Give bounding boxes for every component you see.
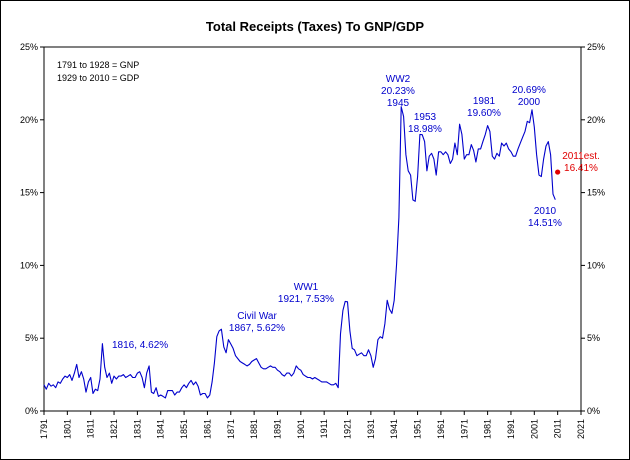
annotation-1953: 18.98% [408, 124, 442, 135]
annotation-1981: 19.60% [467, 108, 501, 119]
y-tick-label-right: 5% [587, 333, 600, 343]
annotation-civil-war: 1867, 5.62% [229, 323, 285, 334]
x-tick-label: 1971 [459, 419, 469, 439]
x-tick-label: 1931 [366, 419, 376, 439]
x-tick-label: 2011 [553, 419, 563, 438]
note-text: 1791 to 1928 = GNP [57, 60, 139, 70]
annotation-ww1: 1921, 7.53% [278, 294, 334, 305]
annotation-2000: 2000 [518, 97, 541, 108]
annotation-ww1: WW1 [294, 282, 319, 293]
plot-area [43, 46, 582, 412]
note-text: 1929 to 2010 = GDP [57, 73, 139, 83]
series-line [43, 106, 556, 399]
annotation-ww2: WW2 [386, 74, 411, 85]
x-tick-label: 1951 [413, 419, 423, 439]
x-tick-label: 1871 [226, 419, 236, 439]
annotation-civil-war: Civil War [237, 311, 277, 322]
annotation-ww2: 1945 [387, 98, 410, 109]
annotation-2010: 14.51% [528, 218, 562, 229]
x-tick-label: 1891 [272, 419, 282, 439]
annotation-1816: 1816, 4.62% [112, 340, 168, 351]
x-tick-label: 1841 [156, 419, 166, 439]
x-tick-label: 1991 [506, 419, 516, 439]
x-tick-label: 1881 [249, 419, 259, 439]
y-tick-label-right: 25% [587, 42, 605, 52]
x-tick-label: 1911 [319, 419, 329, 438]
x-tick-label: 1921 [343, 419, 353, 439]
x-tick-label: 1961 [436, 419, 446, 439]
y-tick-label-left: 20% [20, 115, 38, 125]
y-tick-label-left: 10% [20, 260, 38, 270]
y-tick-label-left: 0% [25, 406, 38, 416]
annotation-1953: 1953 [414, 112, 437, 123]
x-tick-label: 1831 [132, 419, 142, 439]
annotation-2011-est: 16.41% [564, 163, 598, 174]
annotation-2000: 20.69% [512, 85, 546, 96]
annotation-2010: 2010 [534, 206, 557, 217]
x-tick-label: 1851 [179, 419, 189, 439]
y-tick-label-left: 5% [25, 333, 38, 343]
x-tick-label: 1861 [202, 419, 212, 439]
x-tick-label: 1811 [86, 419, 96, 438]
chart-title: Total Receipts (Taxes) To GNP/GDP [206, 19, 424, 34]
y-tick-label-right: 15% [587, 188, 605, 198]
y-tick-label-left: 15% [20, 188, 38, 198]
x-tick-label: 1821 [109, 419, 119, 439]
y-tick-label-right: 20% [587, 115, 605, 125]
y-tick-label-right: 0% [587, 406, 600, 416]
annotation-2011-est: 2011est. [562, 151, 600, 162]
x-tick-label: 1801 [62, 419, 72, 439]
x-tick-label: 1791 [39, 419, 49, 439]
x-tick-label: 1901 [296, 419, 306, 439]
x-tick-label: 1941 [389, 419, 399, 439]
y-tick-label-right: 10% [587, 260, 605, 270]
x-tick-label: 1981 [483, 419, 493, 439]
estimate-point [555, 169, 561, 175]
y-tick-label-left: 25% [20, 42, 38, 52]
x-tick-label: 2001 [529, 419, 539, 439]
annotation-1981: 1981 [473, 96, 496, 107]
x-tick-label: 2021 [576, 419, 586, 439]
annotation-ww2: 20.23% [381, 86, 415, 97]
